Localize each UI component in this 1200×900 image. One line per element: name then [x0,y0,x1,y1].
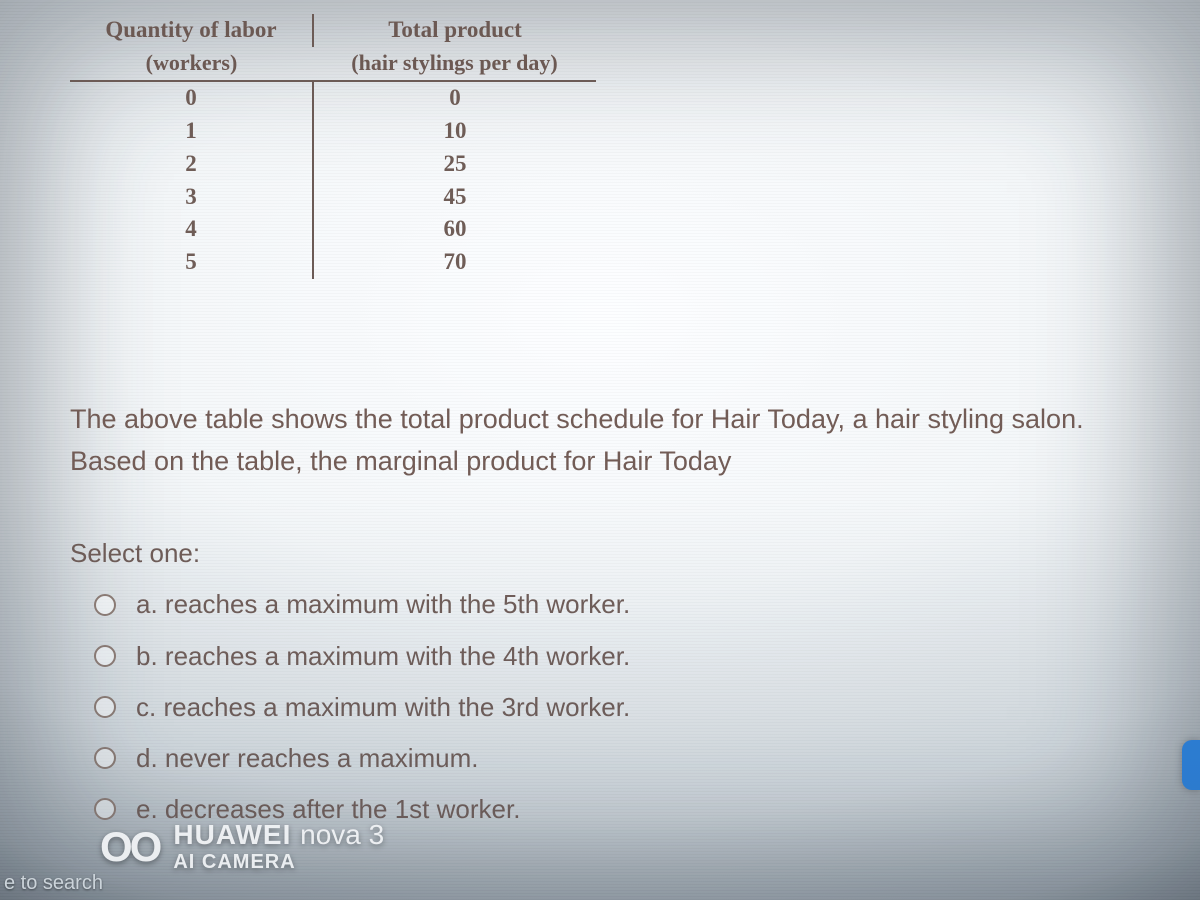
radio-icon[interactable] [94,645,116,667]
cell-labor: 3 [70,181,313,214]
radio-icon[interactable] [94,594,116,616]
select-one-label: Select one: [70,538,1170,569]
radio-icon[interactable] [94,747,116,769]
cell-total: 25 [313,148,596,181]
table-row: 0 0 [70,81,596,115]
table-row: 2 25 [70,148,596,181]
options-list: a. reaches a maximum with the 5th worker… [70,587,1170,826]
option-d[interactable]: d. never reaches a maximum. [94,741,1170,776]
table-header-right-sub: (hair stylings per day) [313,47,596,82]
option-label: b. reaches a maximum with the 4th worker… [136,639,630,674]
watermark-oo-icon: OO [100,823,159,871]
option-b[interactable]: b. reaches a maximum with the 4th worker… [94,639,1170,674]
taskbar-crop-text: e to search [0,872,144,900]
option-label: a. reaches a maximum with the 5th worker… [136,587,630,622]
cell-total: 10 [313,115,596,148]
right-edge-button-sliver [1182,740,1200,790]
question-line-1: The above table shows the total product … [70,404,1084,434]
quiz-content: Quantity of labor Total product (workers… [70,0,1170,843]
cell-total: 0 [313,81,596,115]
cell-labor: 4 [70,213,313,246]
watermark-text: HUAWEI nova 3 AI CAMERA [173,819,384,874]
option-label: d. never reaches a maximum. [136,741,478,776]
watermark-line2: AI CAMERA [173,851,384,874]
cell-labor: 5 [70,246,313,279]
cell-total: 45 [313,181,596,214]
cell-labor: 1 [70,115,313,148]
radio-icon[interactable] [94,798,116,820]
radio-icon[interactable] [94,696,116,718]
table-header-left-main: Quantity of labor [70,14,313,47]
table-row: 3 45 [70,181,596,214]
option-a[interactable]: a. reaches a maximum with the 5th worker… [94,587,1170,622]
table-row: 5 70 [70,246,596,279]
table-header-right-main: Total product [313,14,596,47]
cell-total: 70 [313,246,596,279]
camera-watermark: OO HUAWEI nova 3 AI CAMERA [100,819,384,874]
table-header-left-sub: (workers) [70,47,313,82]
question-line-2: Based on the table, the marginal product… [70,446,731,476]
cell-labor: 0 [70,81,313,115]
cell-total: 60 [313,213,596,246]
total-product-table: Quantity of labor Total product (workers… [70,14,596,279]
watermark-model: nova 3 [300,819,384,850]
table-row: 4 60 [70,213,596,246]
option-label: c. reaches a maximum with the 3rd worker… [136,690,630,725]
table-row: 1 10 [70,115,596,148]
watermark-brand: HUAWEI [173,819,300,850]
question-text: The above table shows the total product … [70,399,1150,483]
cell-labor: 2 [70,148,313,181]
option-c[interactable]: c. reaches a maximum with the 3rd worker… [94,690,1170,725]
photo-of-screen: Quantity of labor Total product (workers… [0,0,1200,900]
